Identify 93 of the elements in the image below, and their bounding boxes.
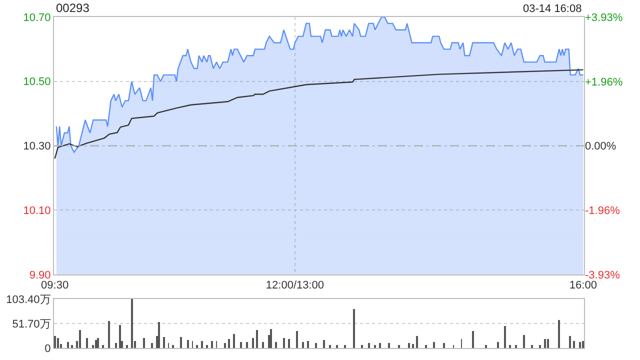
y2-tick-label: -1.96% <box>585 204 620 217</box>
x-tick-label: 16:00 <box>569 280 597 292</box>
bar <box>143 338 145 348</box>
bar <box>86 338 88 348</box>
bar <box>504 326 506 348</box>
bar <box>163 337 165 348</box>
bar <box>569 336 571 348</box>
bar <box>262 342 264 348</box>
bar <box>288 339 290 348</box>
bar <box>67 342 69 348</box>
bar <box>270 329 272 348</box>
bar <box>283 338 285 348</box>
bar <box>201 341 203 348</box>
bar <box>187 340 189 348</box>
bar <box>315 343 317 348</box>
bar <box>361 345 363 348</box>
bar <box>336 345 338 348</box>
bar <box>544 339 546 348</box>
bar <box>539 345 541 348</box>
bar <box>307 341 309 348</box>
y-tick-label: 10.70 <box>23 12 51 24</box>
bar <box>547 339 549 348</box>
y-tick-label: 10.10 <box>23 204 51 217</box>
bar <box>95 340 97 348</box>
bar <box>398 345 400 348</box>
bar <box>582 341 584 348</box>
bar <box>180 337 182 348</box>
bar <box>302 342 304 348</box>
bar <box>57 338 59 348</box>
bar <box>344 345 346 348</box>
bar <box>172 345 174 348</box>
bar <box>485 345 487 348</box>
bar <box>323 340 325 348</box>
bar <box>246 342 248 348</box>
x-tick-label: 12:00/13:00 <box>266 280 324 292</box>
bar <box>353 309 355 348</box>
bar <box>206 345 208 348</box>
bar <box>509 345 511 348</box>
y2-tick-label: +3.93% <box>585 12 623 24</box>
bar <box>416 336 418 348</box>
bar <box>523 335 525 348</box>
bar <box>579 342 581 348</box>
bar <box>388 343 390 348</box>
bar <box>102 345 104 348</box>
bar <box>296 331 298 348</box>
y-tick-label: 10.30 <box>23 140 51 153</box>
bar <box>497 342 499 348</box>
line-series <box>54 69 584 160</box>
y-tick-label: 103.40万 <box>6 294 51 306</box>
bar <box>54 336 56 348</box>
bar <box>233 334 235 348</box>
bar <box>97 338 99 348</box>
bar <box>379 343 381 348</box>
bar <box>515 345 517 348</box>
bar <box>573 341 575 348</box>
bar <box>151 343 153 348</box>
bar <box>228 339 230 348</box>
bar <box>412 344 414 348</box>
x-tick-label: 09:30 <box>41 280 69 292</box>
bar <box>224 343 226 348</box>
bar <box>329 345 331 348</box>
bar <box>108 321 110 348</box>
bar <box>558 320 560 348</box>
bar <box>256 330 258 348</box>
chart-title: 00293 <box>56 1 90 15</box>
bar <box>71 345 73 348</box>
bar <box>433 342 435 348</box>
bar <box>443 343 445 348</box>
bar <box>196 345 198 348</box>
bar <box>275 342 277 348</box>
bar <box>79 330 81 348</box>
bar <box>368 343 370 348</box>
bar <box>158 322 160 348</box>
y-tick-label: 10.50 <box>23 76 51 88</box>
bar <box>408 343 410 348</box>
bar <box>425 345 427 348</box>
bar <box>119 325 121 348</box>
bar <box>211 341 213 348</box>
bar <box>126 345 128 348</box>
text: 03-14 16:08 <box>523 3 582 15</box>
bar <box>531 345 533 348</box>
bar <box>131 299 133 348</box>
bar <box>374 345 376 348</box>
y2-tick-label: -3.93% <box>585 269 620 282</box>
bar <box>115 343 117 348</box>
y2-tick-label: +1.96% <box>585 76 623 88</box>
y2-tick-label: 0.00% <box>585 140 616 153</box>
y-tick-label: 9.90 <box>29 269 51 282</box>
y-tick-label: 51.70万 <box>12 318 51 330</box>
bar <box>252 338 254 348</box>
y-tick-label: 0 <box>44 342 51 355</box>
bar <box>240 342 242 348</box>
bar <box>472 331 474 348</box>
